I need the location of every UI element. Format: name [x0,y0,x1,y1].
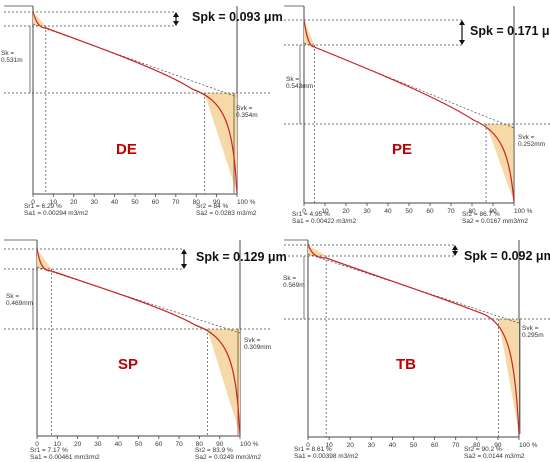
spk-arrow-head-up [459,20,465,25]
x-tick-label: 60 [431,442,439,449]
x-tick-label: 40 [389,442,397,449]
x-tick-label: 20 [70,199,78,206]
x-tick-label: 100 % [240,441,259,448]
spk-label: Spk = 0.093 μm [192,10,283,24]
x-tick-label: 10 [321,208,329,215]
svk-area [498,319,519,434]
spk-label: Spk = 0.092 μm [464,249,550,263]
x-tick-label: 80 [196,441,204,448]
x-tick-label: 30 [91,199,99,206]
sk-label: Sk = 0.469mm [6,293,34,307]
chart-svg-de: 0 10 20 30 40 50 60 70 80 90 100 % [4,5,272,206]
x-tick-label: 80 [193,199,201,206]
sample-label: DE [116,141,137,158]
svk-label: Svk = 0.252mm [518,134,546,148]
x-tick-label: 10 [54,441,62,448]
x-tick-label: 80 [473,442,481,449]
equivalent-line [307,253,520,324]
bearing-curve [303,19,515,203]
equivalent-line [36,266,241,334]
x-tick-label: 10 [50,199,58,206]
svk-area [486,124,514,202]
svk-label: Svk = 0.309mm [244,337,272,351]
sr2-info: Sr2 = 90.2 % Sa2 = 0.0144 m3/m2 [464,446,525,460]
x-tick-label: 40 [111,199,119,206]
x-tick-label: 50 [131,199,139,206]
x-tick-label: 40 [384,208,392,215]
sr2-info: Sr2 = 86.7 % Sa2 = 0.0167 mm3/m2 [462,211,528,225]
spk-arrow-head-up [181,249,187,254]
x-tick-label: 50 [410,442,418,449]
x-tick-label: 60 [426,208,434,215]
spk-label: Spk = 0.129 μm [196,250,287,264]
x-tick-label: 90 [489,208,497,215]
x-tick-label: 100 % [514,208,533,215]
x-tick-label: 70 [447,208,455,215]
x-tick-label: 70 [175,441,183,448]
sk-label: Sk = 0.531m [1,50,23,64]
x-tick-label: 50 [405,208,413,215]
spk-arrow-head-up [452,245,458,250]
chart-panel-de: 0 10 20 30 40 50 60 70 80 90 100 % Spk = 0.093 μm … [0,0,283,228]
chart-panel-sp: 0 10 20 30 40 50 60 70 80 90 100 % Spk = 0.129 μm … [0,234,287,462]
chart-svg-pe: 0 10 20 30 40 50 60 70 80 90 100 % [284,5,550,215]
spk-arrow-head-down [459,40,465,45]
spk-area [33,12,46,26]
spk-arrow-head-down [181,264,187,269]
svk-label: Svk = 0.354m [236,105,258,119]
x-tick-label: 50 [135,441,143,448]
chart-panel-tb: 0 10 20 30 40 50 60 70 80 90 100 % Spk = 0.092 μm … [280,234,550,462]
chart-svg-tb: 0 10 20 30 40 50 60 70 80 90 100 % [284,239,550,449]
spk-label: Spk = 0.171 μm [470,24,550,38]
x-tick-label: 80 [468,208,476,215]
x-tick-label: 100 % [237,199,256,206]
bearing-curve [32,11,238,194]
x-tick-label: 0 [306,442,310,449]
sample-label: TB [396,356,416,373]
x-tick-label: 70 [172,199,180,206]
spk-arrow-head-up [173,12,179,17]
sample-label: PE [392,141,413,158]
spk-arrow-head-down [452,251,458,256]
x-tick-label: 10 [325,442,333,449]
x-tick-label: 30 [94,441,102,448]
x-tick-label: 0 [302,208,306,215]
x-tick-label: 60 [152,199,160,206]
sr1-info: Sr1 = 7.17 % Sa1 = 0.00461 mm3/m2 [30,447,100,461]
x-tick-label: 30 [368,442,376,449]
x-tick-label: 90 [213,199,221,206]
x-tick-label: 60 [155,441,163,448]
x-tick-label: 20 [342,208,350,215]
sk-label: Sk = 0.543mm [286,76,314,90]
svk-area [204,93,237,193]
x-tick-label: 100 % [519,442,538,449]
x-tick-label: 90 [216,441,224,448]
sr2-info: Sr2 = 84 % Sa2 = 0.0283 m3/m2 [196,203,257,217]
bearing-curve [36,248,241,436]
x-tick-label: 70 [452,442,460,449]
bearing-curve [307,244,520,435]
svk-area [207,329,240,435]
svk-label: Svk = 0.295m [522,325,544,339]
x-tick-label: 0 [35,441,39,448]
x-tick-label: 0 [31,199,35,206]
sk-label: Sk = 0.569m [283,275,305,289]
sr1-info: Sr1 = 6.29 % Sa1 = 0.00294 m3/m2 [24,203,89,217]
x-tick-label: 20 [347,442,355,449]
x-tick-label: 90 [494,442,502,449]
spk-arrow-head-down [173,21,179,26]
sr1-info: Sr1 = 8.61 % Sa1 = 0.00398 m3/m2 [294,446,359,460]
x-tick-label: 40 [115,441,123,448]
x-tick-label: 20 [74,441,82,448]
sr1-info: Sr1 = 4.95 % Sa1 = 0.00422 m3/m2 [292,211,357,225]
chart-svg-sp: 0 10 20 30 40 50 60 70 80 90 100 % [4,239,270,448]
x-tick-label: 30 [363,208,371,215]
sr2-info: Sr2 = 83.9 % Sa2 = 0.0249 mm3/m2 [195,447,261,461]
sample-label: SP [118,356,139,373]
